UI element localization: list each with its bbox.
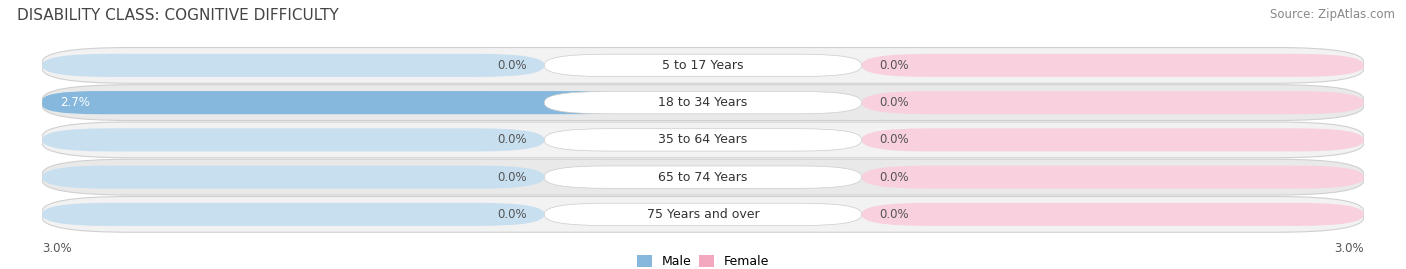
FancyBboxPatch shape (42, 54, 544, 77)
FancyBboxPatch shape (544, 166, 862, 188)
Text: 5 to 17 Years: 5 to 17 Years (662, 59, 744, 72)
Text: 0.0%: 0.0% (879, 96, 908, 109)
Text: 75 Years and over: 75 Years and over (647, 208, 759, 221)
FancyBboxPatch shape (544, 129, 862, 151)
Text: 0.0%: 0.0% (879, 171, 908, 184)
Text: 0.0%: 0.0% (879, 208, 908, 221)
FancyBboxPatch shape (862, 91, 1364, 114)
Text: 3.0%: 3.0% (42, 242, 72, 255)
FancyBboxPatch shape (42, 91, 637, 114)
FancyBboxPatch shape (42, 196, 1364, 232)
FancyBboxPatch shape (42, 122, 1364, 158)
Text: Source: ZipAtlas.com: Source: ZipAtlas.com (1270, 8, 1395, 21)
FancyBboxPatch shape (544, 91, 862, 114)
FancyBboxPatch shape (42, 128, 544, 151)
FancyBboxPatch shape (42, 91, 544, 114)
FancyBboxPatch shape (42, 48, 1364, 83)
Text: 0.0%: 0.0% (498, 133, 527, 146)
FancyBboxPatch shape (42, 85, 1364, 121)
FancyBboxPatch shape (862, 128, 1364, 151)
Text: DISABILITY CLASS: COGNITIVE DIFFICULTY: DISABILITY CLASS: COGNITIVE DIFFICULTY (17, 8, 339, 23)
FancyBboxPatch shape (862, 166, 1364, 189)
Text: 2.7%: 2.7% (60, 96, 90, 109)
Text: 3.0%: 3.0% (1334, 242, 1364, 255)
FancyBboxPatch shape (42, 203, 544, 226)
Text: 0.0%: 0.0% (498, 59, 527, 72)
FancyBboxPatch shape (42, 166, 544, 189)
FancyBboxPatch shape (544, 203, 862, 225)
FancyBboxPatch shape (544, 54, 862, 77)
Text: 18 to 34 Years: 18 to 34 Years (658, 96, 748, 109)
FancyBboxPatch shape (862, 203, 1364, 226)
Text: 0.0%: 0.0% (498, 171, 527, 184)
Text: 0.0%: 0.0% (879, 133, 908, 146)
Text: 35 to 64 Years: 35 to 64 Years (658, 133, 748, 146)
FancyBboxPatch shape (42, 159, 1364, 195)
Text: 0.0%: 0.0% (879, 59, 908, 72)
FancyBboxPatch shape (862, 54, 1364, 77)
Legend: Male, Female: Male, Female (631, 250, 775, 269)
Text: 0.0%: 0.0% (498, 208, 527, 221)
Text: 65 to 74 Years: 65 to 74 Years (658, 171, 748, 184)
